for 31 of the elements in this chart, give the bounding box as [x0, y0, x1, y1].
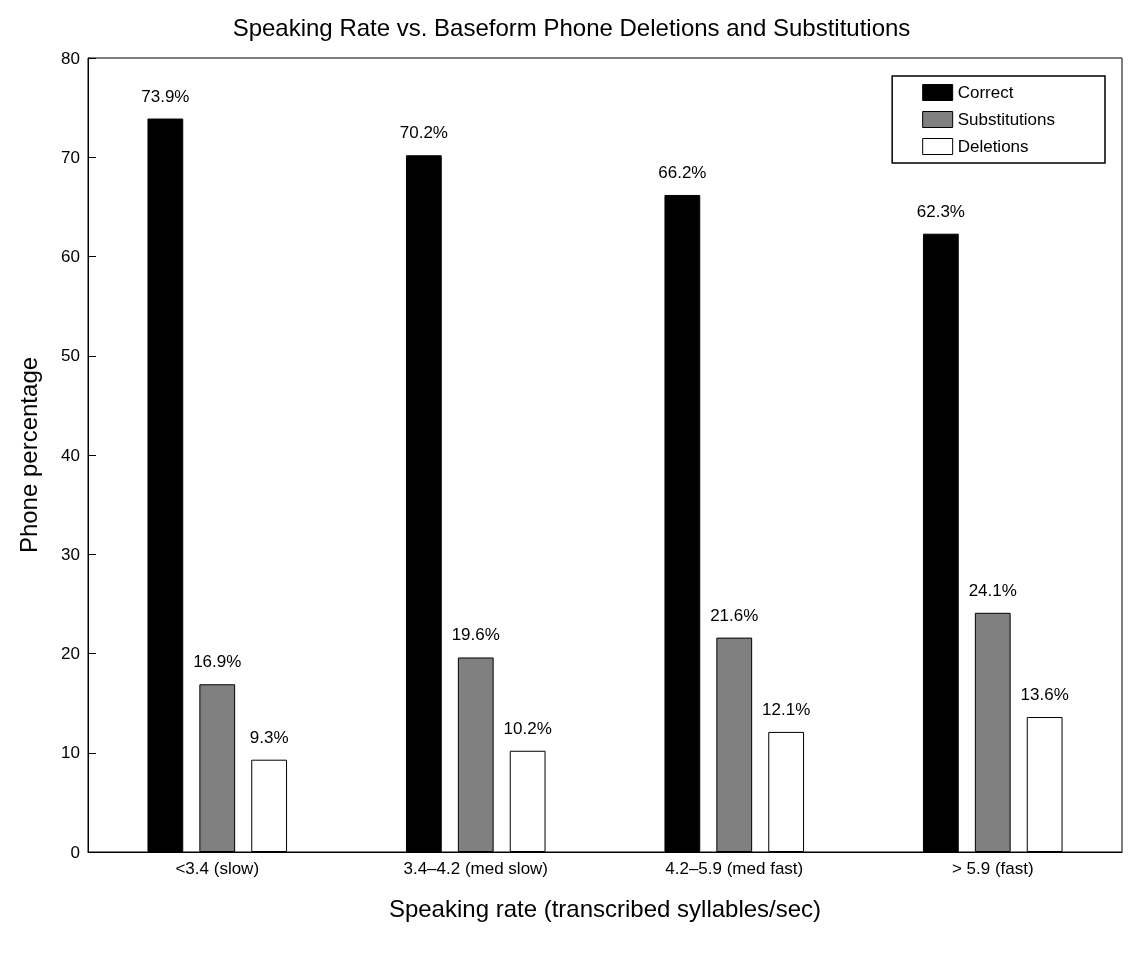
data-label: 66.2% — [658, 162, 707, 182]
data-label: 12.1% — [762, 699, 811, 719]
data-label: 16.9% — [193, 652, 242, 672]
legend-label: Correct — [957, 83, 1014, 102]
y-tick-label: 50 — [61, 346, 80, 366]
data-label: 21.6% — [710, 605, 759, 625]
data-label: 13.6% — [1020, 685, 1069, 705]
data-label: 24.1% — [968, 580, 1017, 600]
data-label: 62.3% — [916, 201, 965, 221]
chart-title: Speaking Rate vs. Baseform Phone Deletions and Substitutions — [232, 13, 911, 41]
x-axis-title: Speaking rate (transcribed syllables/sec) — [388, 894, 822, 922]
data-label: 70.2% — [399, 123, 448, 143]
y-tick-label: 0 — [70, 842, 80, 862]
data-label: 73.9% — [141, 86, 190, 106]
data-label: 9.3% — [249, 727, 289, 747]
y-tick-label: 60 — [61, 247, 80, 266]
y-tick-label: 70 — [61, 147, 80, 167]
y-axis-title: Phone percentage — [14, 356, 42, 554]
x-tick-label: 4.2–5.9 (med fast) — [665, 859, 804, 878]
data-label: 10.2% — [503, 718, 552, 738]
legend-label: Deletions — [957, 137, 1029, 156]
x-tick-label: 3.4–4.2 (med slow) — [403, 859, 549, 878]
y-tick-label: 30 — [61, 544, 80, 564]
y-tick-label: 10 — [61, 743, 80, 763]
y-tick-label: 20 — [61, 644, 80, 663]
y-tick-label: 40 — [61, 445, 80, 465]
y-tick-label: 80 — [61, 48, 80, 68]
x-tick-label: <3.4 (slow) — [175, 859, 260, 878]
legend-label: Substitutions — [957, 110, 1056, 129]
data-label: 19.6% — [451, 625, 500, 645]
x-tick-label: > 5.9 (fast) — [951, 859, 1034, 878]
